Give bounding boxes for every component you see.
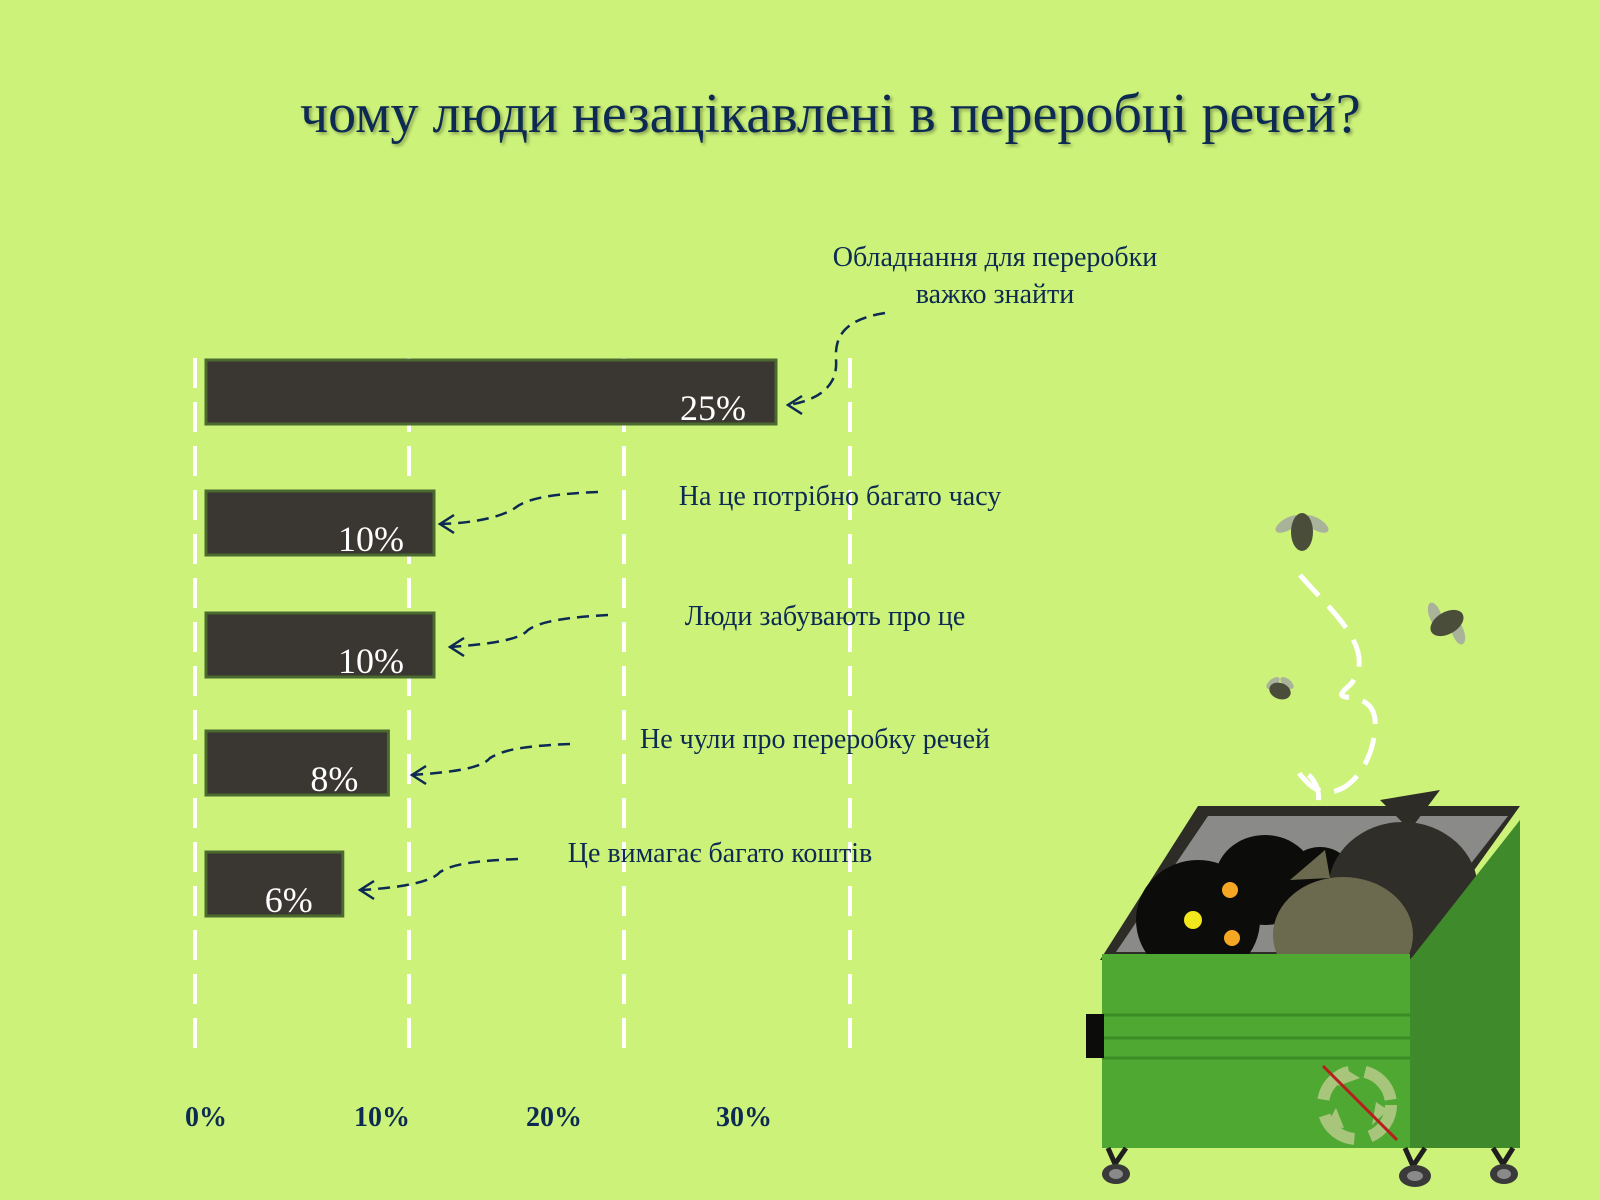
bar-data-label: 25% — [680, 388, 746, 428]
bar-data-label: 10% — [338, 641, 404, 681]
callout-arrow — [411, 742, 571, 777]
arrow-head — [409, 764, 427, 786]
bar-data-label: 10% — [338, 519, 404, 559]
wheel-icon — [1490, 1146, 1518, 1184]
bar-data-label: 6% — [265, 880, 313, 920]
category-callout-label: Обладнання для переробки — [833, 242, 1157, 273]
recycle-icon — [1317, 1064, 1399, 1145]
dumpster-side — [1410, 820, 1520, 1148]
category-callout-label: Це вимагає багато коштів — [568, 838, 872, 869]
x-tick-label: 20% — [526, 1102, 582, 1133]
callout-arrow — [449, 613, 609, 649]
bar — [204, 611, 436, 679]
category-callout-label: Не чули про переробку речей — [640, 724, 990, 755]
bar — [204, 850, 345, 918]
fly-icon — [1275, 513, 1329, 551]
callout-arrow — [787, 311, 886, 407]
page-title: чому люди незацікавлені в переробці рече… — [300, 83, 1361, 145]
dumpster-front — [1102, 954, 1410, 1148]
callout-arrow — [439, 490, 599, 526]
bar — [204, 489, 436, 557]
arrow-head — [357, 879, 375, 901]
grid-layer — [193, 358, 852, 1058]
wheel-icon — [1399, 1146, 1431, 1187]
wheel-icon — [1102, 1146, 1130, 1184]
arrow-head — [447, 636, 465, 658]
x-tick-label: 30% — [716, 1102, 772, 1133]
fly-icon — [1427, 602, 1466, 645]
bar-data-label: 8% — [310, 759, 358, 799]
arrow-head — [785, 394, 803, 416]
x-tick-label: 0% — [185, 1102, 227, 1133]
category-callout-label: На це потрібно багато часу — [679, 481, 1002, 512]
bar — [204, 358, 778, 426]
bar-layer: 25% 10% 10% 8% 6% — [204, 358, 778, 920]
x-tick-label: 10% — [354, 1102, 410, 1133]
dumpster-illustration — [1086, 513, 1520, 1187]
category-callout-label: Люди забувають про це — [685, 601, 966, 632]
dumpster-handle — [1086, 1014, 1104, 1058]
arrow-head — [437, 513, 455, 535]
category-callout-label: важко знайти — [916, 279, 1075, 310]
callout-arrow — [359, 857, 519, 892]
bar — [204, 729, 390, 797]
tick-layer: 0% 10% 20% 30% — [185, 1102, 772, 1133]
fly-icon — [1266, 677, 1294, 700]
trash-bag-icon — [1136, 835, 1352, 980]
callout-layer: Обладнання для переробки важко знайти На ц… — [357, 242, 1157, 901]
